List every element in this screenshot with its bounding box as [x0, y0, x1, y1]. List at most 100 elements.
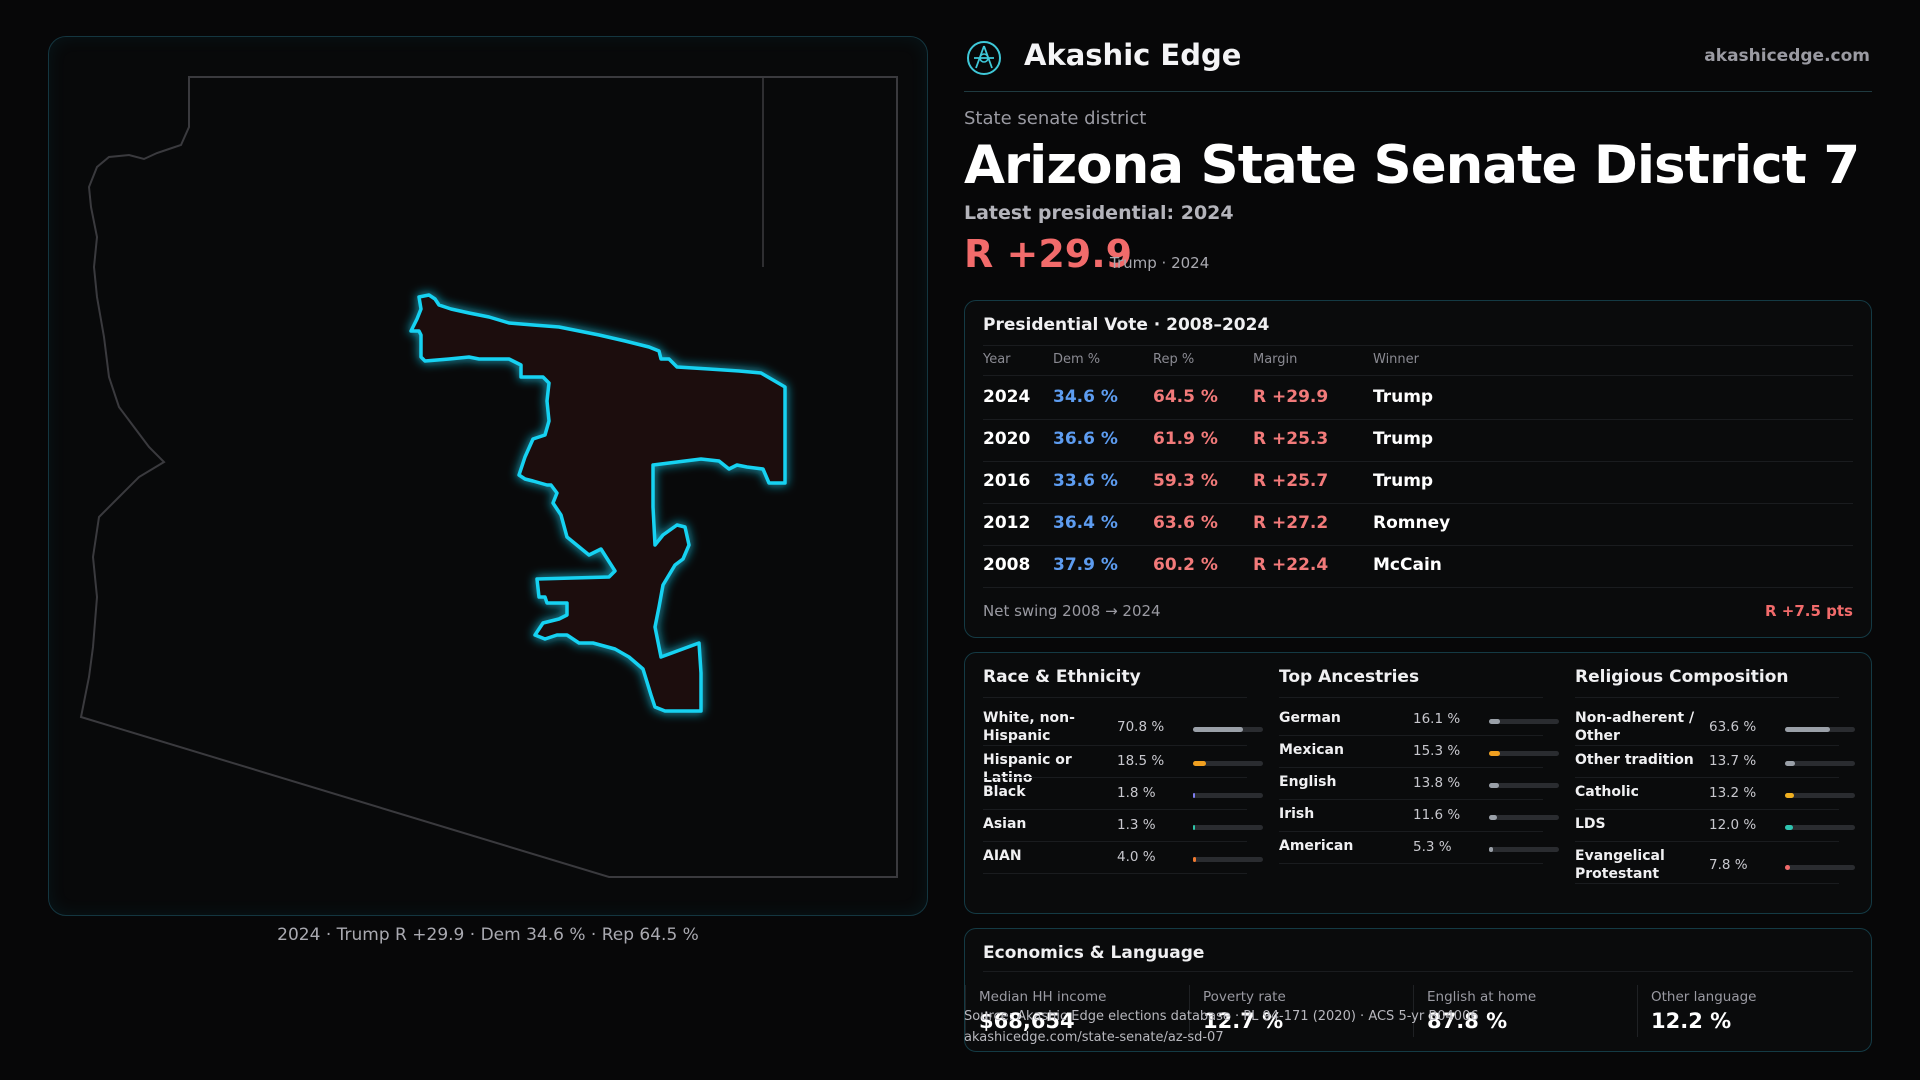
- list-item: American 5.3 %: [1279, 837, 1559, 869]
- cell-dem-pct: 36.6 %: [1053, 429, 1118, 449]
- cell-winner: Trump: [1373, 429, 1434, 449]
- divider: [983, 873, 1247, 874]
- divider: [1279, 735, 1543, 736]
- item-value: 5.3 %: [1413, 839, 1452, 855]
- net-swing-value: R +7.5 pts: [1765, 602, 1853, 620]
- presidential-card-title: Presidential Vote · 2008–2024: [983, 315, 1270, 335]
- item-label: Mexican: [1279, 742, 1344, 758]
- divider: [965, 985, 966, 1037]
- map-caption: 2024 · Trump R +29.9 · Dem 34.6 % · Rep …: [277, 925, 699, 945]
- presidential-vote-card: Presidential Vote · 2008–2024 Year Dem %…: [964, 300, 1872, 638]
- progress-track: [1489, 719, 1559, 724]
- list-item: AIAN 4.0 %: [983, 847, 1263, 879]
- metric-value: $68,654: [979, 1009, 1075, 1033]
- margin-value: R +29.9: [964, 232, 1133, 276]
- progress-track: [1193, 761, 1263, 766]
- source-url-link[interactable]: akashicedge.com/state-senate/az-sd-07: [964, 1030, 1224, 1045]
- divider: [1637, 985, 1638, 1037]
- table-row-divider: [983, 545, 1853, 546]
- cell-margin: R +29.9: [1253, 387, 1329, 407]
- table-row-divider: [983, 503, 1853, 504]
- item-value: 12.0 %: [1709, 817, 1757, 833]
- divider: [1189, 985, 1190, 1037]
- divider: [1413, 985, 1414, 1037]
- table-row-divider: [983, 461, 1853, 462]
- brand-name: Akashic Edge: [1024, 38, 1242, 72]
- metric-label: Poverty rate: [1203, 989, 1286, 1005]
- metric-value: 12.2 %: [1651, 1009, 1732, 1033]
- divider: [1575, 745, 1839, 746]
- divider: [1279, 863, 1543, 864]
- brand-url-link[interactable]: akashicedge.com: [1704, 46, 1870, 66]
- list-item: Hispanic or Latino 18.5 %: [983, 751, 1263, 786]
- divider: [983, 841, 1247, 842]
- divider: [983, 345, 1853, 346]
- ancestry-title: Top Ancestries: [1279, 667, 1420, 687]
- item-label: AIAN: [983, 848, 1022, 864]
- divider: [1575, 809, 1839, 810]
- cell-year: 2012: [983, 513, 1031, 533]
- list-item: LDS 12.0 %: [1575, 815, 1855, 847]
- latest-presidential: Latest presidential: 2024: [964, 202, 1234, 224]
- source-note: Source: Akashic Edge elections database …: [964, 1006, 1479, 1048]
- divider: [1575, 777, 1839, 778]
- cell-winner: McCain: [1373, 555, 1442, 575]
- list-item: Catholic 13.2 %: [1575, 783, 1855, 815]
- cell-rep-pct: 61.9 %: [1153, 429, 1218, 449]
- col-header-rep: Rep %: [1153, 352, 1195, 367]
- item-value: 16.1 %: [1413, 711, 1461, 727]
- cell-margin: R +25.7: [1253, 471, 1329, 491]
- progress-fill: [1193, 727, 1243, 732]
- divider: [983, 777, 1247, 778]
- demographics-card: Race & Ethnicity White, non-Hispanic 70.8…: [964, 652, 1872, 914]
- arizona-map-svg: [79, 76, 898, 878]
- cell-year: 2024: [983, 387, 1031, 407]
- item-value: 70.8 %: [1117, 719, 1165, 735]
- progress-track: [1785, 825, 1855, 830]
- item-value: 18.5 %: [1117, 753, 1165, 769]
- progress-track: [1193, 793, 1263, 798]
- progress-fill: [1193, 793, 1195, 798]
- list-item: English 13.8 %: [1279, 773, 1559, 805]
- economics-card: Economics & Language Median HH income $6…: [964, 928, 1872, 1052]
- item-label: Irish: [1279, 806, 1315, 822]
- progress-track: [1193, 727, 1263, 732]
- cell-rep-pct: 64.5 %: [1153, 387, 1218, 407]
- race-title: Race & Ethnicity: [983, 667, 1141, 687]
- economics-title: Economics & Language: [983, 943, 1205, 963]
- progress-fill: [1489, 783, 1499, 788]
- metric-value: 12.7 %: [1203, 1009, 1284, 1033]
- col-header-margin: Margin: [1253, 352, 1298, 367]
- source-text: Source: Akashic Edge elections database …: [964, 1009, 1479, 1024]
- progress-fill: [1489, 751, 1500, 756]
- metric-value: 87.8 %: [1427, 1009, 1508, 1033]
- cell-dem-pct: 34.6 %: [1053, 387, 1118, 407]
- progress-track: [1489, 783, 1559, 788]
- divider: [983, 745, 1247, 746]
- cell-winner: Trump: [1373, 471, 1434, 491]
- list-item: Non-adherent / Other 63.6 %: [1575, 709, 1855, 751]
- divider: [1575, 883, 1839, 884]
- list-item: Asian 1.3 %: [983, 815, 1263, 847]
- item-value: 13.7 %: [1709, 753, 1757, 769]
- list-item: White, non-Hispanic 70.8 %: [983, 709, 1263, 751]
- divider: [1279, 831, 1543, 832]
- item-value: 11.6 %: [1413, 807, 1461, 823]
- item-label: Other tradition: [1575, 752, 1694, 768]
- item-label: LDS: [1575, 816, 1606, 832]
- divider: [1575, 841, 1839, 842]
- divider: [1575, 697, 1839, 698]
- item-label: English: [1279, 774, 1337, 790]
- table-row-divider: [983, 587, 1853, 588]
- district-type: State senate district: [964, 108, 1147, 129]
- progress-fill: [1785, 865, 1791, 870]
- divider: [1279, 799, 1543, 800]
- item-label: Evangelical Protestant: [1575, 848, 1665, 882]
- headline-margin: R +29.9 Trump · 2024: [964, 232, 1872, 280]
- col-header-year: Year: [983, 352, 1011, 367]
- item-label: White, non-Hispanic: [983, 710, 1075, 744]
- divider: [1279, 697, 1543, 698]
- divider: [983, 697, 1247, 698]
- progress-fill: [1785, 793, 1795, 798]
- progress-fill: [1193, 825, 1195, 830]
